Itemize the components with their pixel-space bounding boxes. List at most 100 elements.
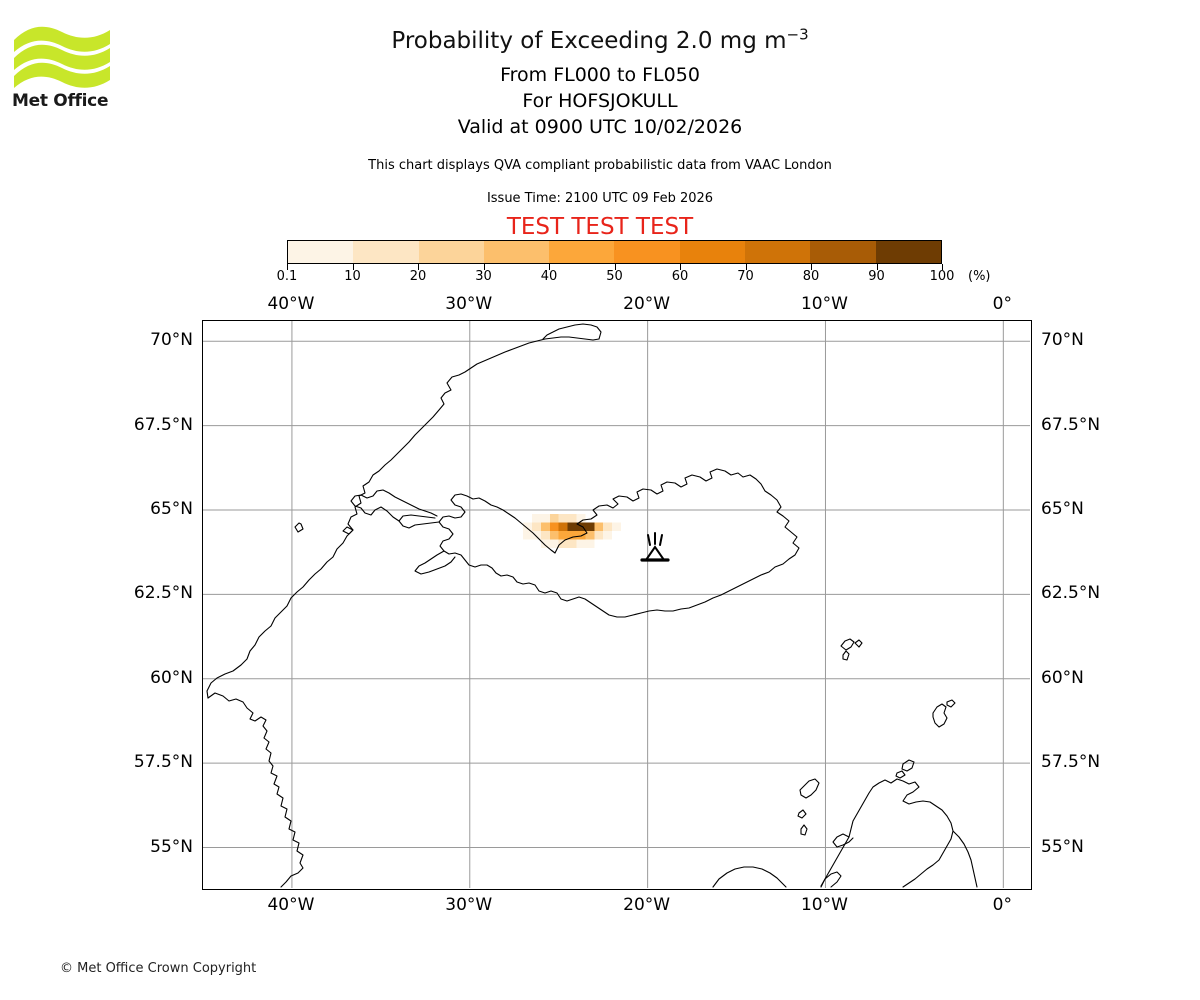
iceland-reykjanes — [414, 550, 456, 575]
lon-label-top-0: 40°W — [267, 294, 315, 314]
lat-label-right-3: 62.5°N — [1041, 583, 1101, 604]
shetland-islands — [932, 703, 948, 728]
heatmap-cell — [549, 514, 559, 523]
colorbar-segments — [287, 240, 942, 264]
colorbar-tick-3 — [483, 264, 485, 270]
mull-island — [820, 871, 842, 888]
heatmap-cell — [540, 539, 550, 548]
shetland-islet — [946, 699, 956, 708]
ireland-coastline — [712, 866, 787, 888]
colorbar-tick-label-3: 30 — [475, 269, 492, 284]
greenland-coastline — [207, 692, 304, 888]
heatmap-cell — [558, 531, 568, 540]
volcano-symbol-icon — [640, 532, 670, 562]
volcano-name-line: For HOFSJOKULL — [522, 90, 678, 112]
colorbar-tick-7 — [745, 264, 747, 270]
iceland-snaefellsnes — [398, 514, 440, 529]
page-title: Probability of Exceeding 2.0 mg m−3 — [0, 26, 1200, 56]
met-office-waves-icon — [14, 26, 110, 88]
heatmap-cell — [558, 522, 568, 532]
colorbar-segment-2 — [418, 241, 484, 263]
qva-note: This chart displays QVA compliant probab… — [368, 158, 832, 173]
colorbar-unit-label: (%) — [968, 269, 991, 284]
heatmap-cell — [549, 531, 559, 540]
page-title-text: Probability of Exceeding 2.0 mg m — [391, 28, 787, 54]
iceland-coastline — [438, 468, 800, 618]
heatmap-cell — [585, 522, 595, 532]
colorbar-tick-label-7: 70 — [737, 269, 754, 284]
heatmap-cell — [576, 514, 586, 523]
faroe-islands — [840, 638, 855, 651]
heatmap-cell — [603, 522, 613, 532]
coastlines — [206, 323, 978, 888]
colorbar-segment-7 — [745, 241, 811, 263]
greenland-fjord-detail — [342, 526, 354, 535]
lat-label-left-3: 62.5°N — [133, 583, 193, 604]
probability-colorbar — [287, 240, 942, 264]
ash-probability-heatmap — [523, 514, 621, 548]
heatmap-cell — [523, 531, 533, 540]
lat-label-right-0: 70°N — [1041, 330, 1084, 351]
heatmap-cell — [549, 522, 559, 532]
heatmap-cell — [576, 539, 586, 548]
lat-label-left-1: 67.5°N — [133, 414, 193, 435]
colorbar-tick-label-6: 60 — [671, 269, 689, 284]
heatmap-cell — [567, 531, 577, 540]
heatmap-cell — [549, 539, 559, 548]
heatmap-cell — [594, 522, 604, 532]
lat-label-right-6: 55°N — [1041, 836, 1084, 857]
colorbar-tick-9 — [876, 264, 878, 270]
colorbar-tick-2 — [418, 264, 419, 270]
colorbar-tick-10 — [942, 264, 943, 270]
map-gridlines — [203, 321, 1030, 888]
issue-time: Issue Time: 2100 UTC 09 Feb 2026 — [486, 191, 714, 206]
orkney-islands — [901, 759, 915, 772]
colorbar-segment-9 — [875, 241, 941, 263]
heatmap-cell — [576, 531, 586, 540]
test-banner: TEST TEST TEST — [506, 214, 694, 240]
heatmap-cell — [567, 522, 577, 532]
colorbar-segment-8 — [810, 241, 876, 263]
colorbar-tick-label-5: 50 — [606, 269, 623, 284]
lon-label-bottom-4: 0° — [992, 895, 1012, 915]
heatmap-cell — [603, 531, 613, 540]
lon-label-top-1: 30°W — [445, 294, 493, 314]
colorbar-tick-label-4: 40 — [540, 269, 558, 284]
heatmap-cell — [540, 522, 550, 532]
colorbar-tick-label-9: 90 — [868, 269, 885, 284]
heatmap-cell — [585, 531, 595, 540]
heatmap-cell — [532, 514, 541, 523]
colorbar-tick-label-8: 80 — [802, 269, 820, 284]
lon-label-bottom-1: 30°W — [445, 895, 493, 915]
heatmap-cell — [523, 522, 533, 532]
valid-time-line: Valid at 0900 UTC 10/02/2026 — [457, 116, 743, 138]
lon-label-top-3: 10°W — [800, 294, 848, 314]
colorbar-tick-5 — [614, 264, 616, 270]
map-plot-area[interactable] — [202, 320, 1032, 890]
greenland-coastline-upper — [206, 336, 600, 699]
colorbar-segment-0 — [288, 241, 354, 263]
colorbar-tick-1 — [352, 264, 354, 270]
lat-label-left-2: 65°N — [150, 499, 193, 519]
lon-label-bottom-3: 10°W — [800, 895, 848, 915]
heatmap-cell — [567, 514, 577, 523]
lat-label-right-5: 57.5°N — [1041, 752, 1101, 773]
great-britain-coastline — [820, 778, 954, 888]
colorbar-tick-0 — [287, 264, 288, 270]
lat-label-left-0: 70°N — [150, 330, 193, 351]
heatmap-cell — [576, 522, 586, 532]
iceland-westfjords — [350, 489, 438, 522]
colorbar-tick-label-10: 100 — [929, 269, 955, 284]
greenland-islet — [294, 522, 304, 533]
greenland-north-tip — [542, 323, 602, 340]
heatmap-cell — [594, 531, 604, 540]
heatmap-cell — [558, 514, 568, 523]
heatmap-cell — [585, 539, 595, 548]
heatmap-cell — [532, 522, 541, 532]
met-office-logo: Met Office — [12, 22, 122, 114]
east-england-coast — [952, 830, 978, 888]
heatmap-cell — [558, 539, 568, 548]
faroe-islet — [854, 639, 863, 648]
lat-label-right-2: 65°N — [1041, 499, 1084, 519]
colorbar-tick-label-0: 0.1 — [276, 269, 298, 284]
